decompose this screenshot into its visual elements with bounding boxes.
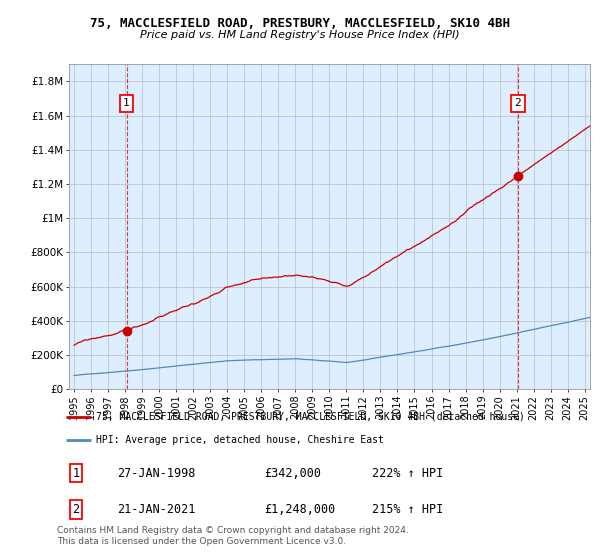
Text: £1,248,000: £1,248,000 <box>265 503 335 516</box>
Text: £342,000: £342,000 <box>265 467 322 480</box>
Text: 21-JAN-2021: 21-JAN-2021 <box>118 503 196 516</box>
Text: Contains HM Land Registry data © Crown copyright and database right 2024.
This d: Contains HM Land Registry data © Crown c… <box>57 526 409 546</box>
Text: 75, MACCLESFIELD ROAD, PRESTBURY, MACCLESFIELD, SK10 4BH: 75, MACCLESFIELD ROAD, PRESTBURY, MACCLE… <box>90 17 510 30</box>
Text: 1: 1 <box>73 467 79 480</box>
Text: 75, MACCLESFIELD ROAD, PRESTBURY, MACCLESFIELD, SK10 4BH (detached house): 75, MACCLESFIELD ROAD, PRESTBURY, MACCLE… <box>97 412 525 422</box>
Text: 2: 2 <box>73 503 79 516</box>
Text: 2: 2 <box>514 99 521 109</box>
Text: 215% ↑ HPI: 215% ↑ HPI <box>372 503 443 516</box>
Text: 222% ↑ HPI: 222% ↑ HPI <box>372 467 443 480</box>
Text: HPI: Average price, detached house, Cheshire East: HPI: Average price, detached house, Ches… <box>97 435 384 445</box>
Text: Price paid vs. HM Land Registry's House Price Index (HPI): Price paid vs. HM Land Registry's House … <box>140 30 460 40</box>
Text: 1: 1 <box>123 99 130 109</box>
Text: 27-JAN-1998: 27-JAN-1998 <box>118 467 196 480</box>
